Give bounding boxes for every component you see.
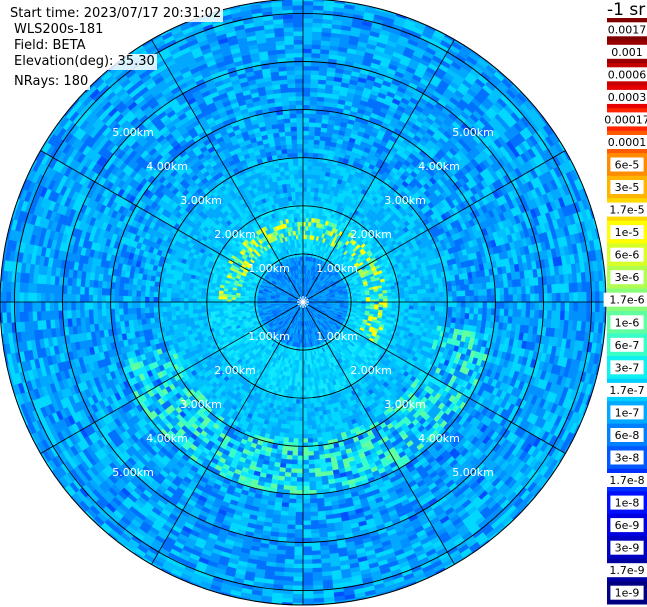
beta-cell xyxy=(323,0,336,3)
beta-cell xyxy=(302,0,314,2)
beta-cell xyxy=(313,0,325,2)
beta-field-cells xyxy=(0,0,606,605)
